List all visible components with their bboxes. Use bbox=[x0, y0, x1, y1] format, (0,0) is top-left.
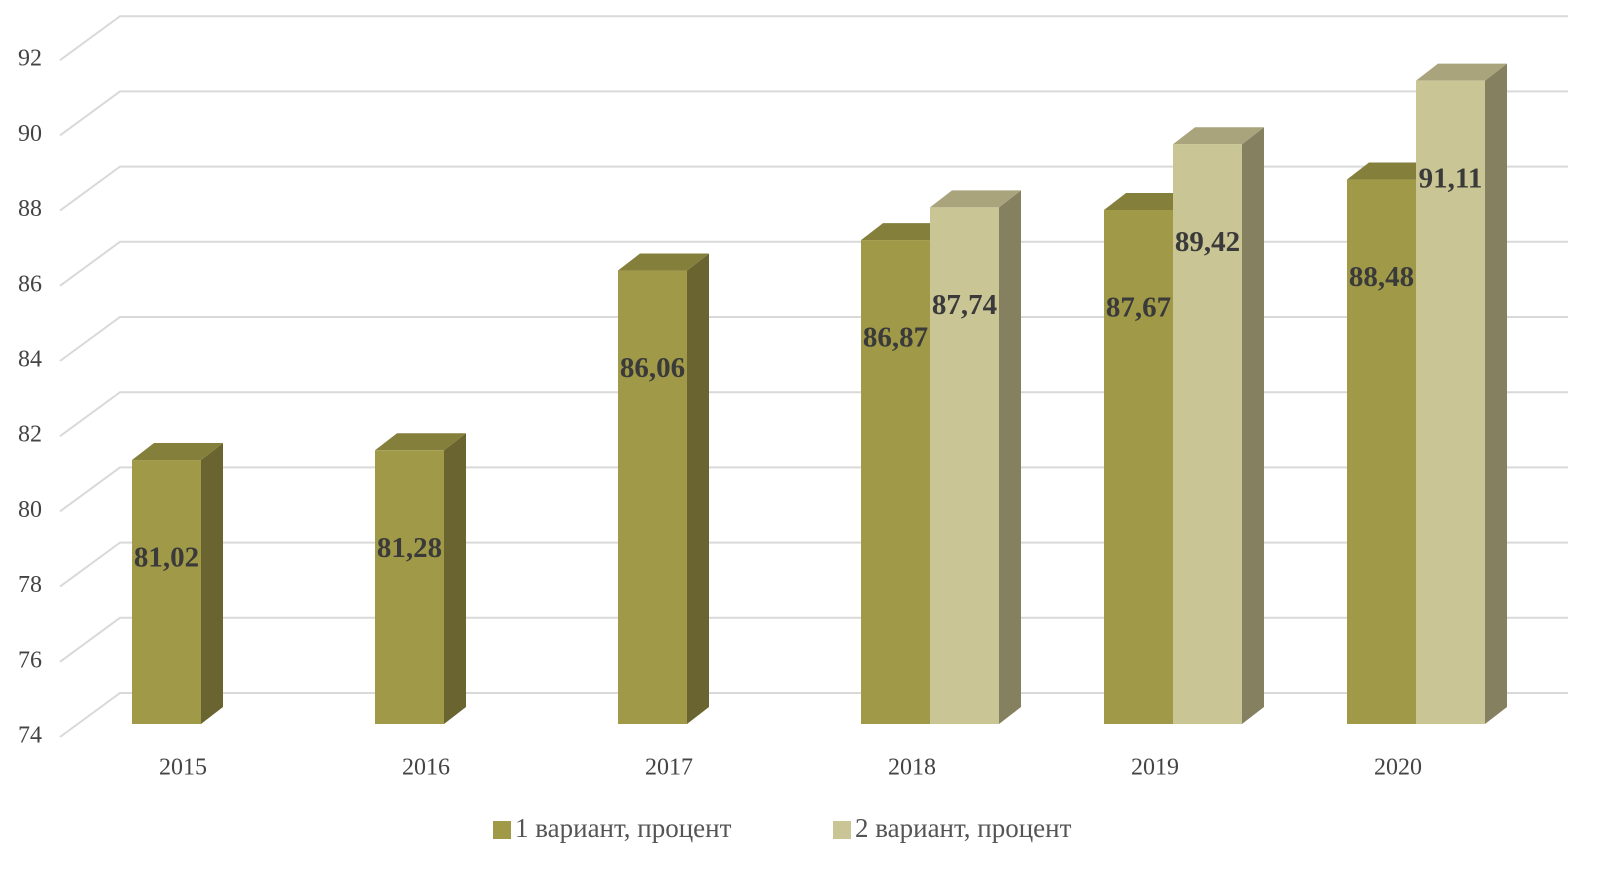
grid-line bbox=[59, 90, 1568, 137]
value-label: 81,28 bbox=[377, 532, 442, 564]
x-tick-label: 2019 bbox=[1131, 755, 1179, 781]
x-tick-label: 2015 bbox=[159, 755, 207, 781]
bar-side bbox=[687, 253, 709, 724]
x-tick-label: 2020 bbox=[1374, 755, 1422, 781]
legend-label: 1 вариант, процент bbox=[515, 813, 732, 843]
bar bbox=[1173, 144, 1242, 724]
y-tick-label: 88 bbox=[18, 196, 42, 222]
grid-line bbox=[59, 541, 1568, 588]
grid-line bbox=[59, 391, 1568, 438]
x-tick-label: 2018 bbox=[888, 755, 936, 781]
y-tick-label: 74 bbox=[18, 723, 42, 749]
x-tick-label: 2016 bbox=[402, 755, 450, 781]
value-label: 81,02 bbox=[134, 542, 199, 574]
value-label: 91,11 bbox=[1419, 162, 1483, 194]
grid-line bbox=[59, 165, 1568, 212]
bar bbox=[132, 460, 201, 724]
bar-top bbox=[618, 253, 709, 271]
y-tick-label: 80 bbox=[18, 497, 42, 523]
y-tick-label: 76 bbox=[18, 647, 42, 673]
grid-line bbox=[59, 316, 1568, 362]
grid-line bbox=[59, 15, 1568, 62]
grid-line bbox=[59, 692, 1568, 738]
value-label: 87,74 bbox=[932, 289, 997, 321]
y-tick-label: 86 bbox=[18, 271, 42, 297]
y-tick-label: 82 bbox=[18, 422, 42, 448]
bar-side bbox=[1485, 63, 1507, 724]
y-tick-label: 84 bbox=[18, 347, 42, 373]
bar-side bbox=[1242, 127, 1264, 724]
value-label: 86,06 bbox=[620, 352, 685, 384]
bar-side bbox=[999, 190, 1021, 725]
x-tick-label: 2017 bbox=[645, 755, 693, 781]
bar bbox=[375, 450, 444, 724]
bar bbox=[1104, 210, 1173, 724]
bar-side bbox=[444, 433, 466, 724]
bar bbox=[1347, 179, 1416, 724]
legend-label: 2 вариант, процент bbox=[855, 813, 1072, 843]
grid-line bbox=[59, 240, 1568, 287]
bar bbox=[930, 207, 999, 725]
legend-swatch bbox=[493, 821, 511, 839]
value-label: 87,67 bbox=[1106, 292, 1171, 324]
bar-top bbox=[930, 190, 1021, 208]
value-label: 86,87 bbox=[863, 322, 928, 354]
y-tick-label: 90 bbox=[18, 121, 42, 147]
bar bbox=[861, 240, 930, 724]
y-tick-label: 78 bbox=[18, 572, 42, 598]
y-tick-label: 92 bbox=[18, 46, 42, 72]
grid-line bbox=[59, 616, 1568, 663]
value-label: 89,42 bbox=[1175, 226, 1240, 258]
bar bbox=[618, 270, 687, 724]
bar-top bbox=[1347, 162, 1438, 180]
bar-side bbox=[201, 443, 223, 724]
bar-top bbox=[1173, 127, 1264, 145]
legend-swatch bbox=[833, 821, 851, 839]
grid-line bbox=[59, 466, 1568, 513]
bar-top bbox=[861, 223, 952, 241]
bar bbox=[1416, 80, 1485, 724]
bar-top bbox=[132, 443, 223, 461]
bar-top bbox=[1416, 63, 1507, 81]
value-label: 88,48 bbox=[1349, 261, 1414, 293]
bar-top bbox=[1104, 193, 1195, 211]
bar-top bbox=[375, 433, 466, 451]
